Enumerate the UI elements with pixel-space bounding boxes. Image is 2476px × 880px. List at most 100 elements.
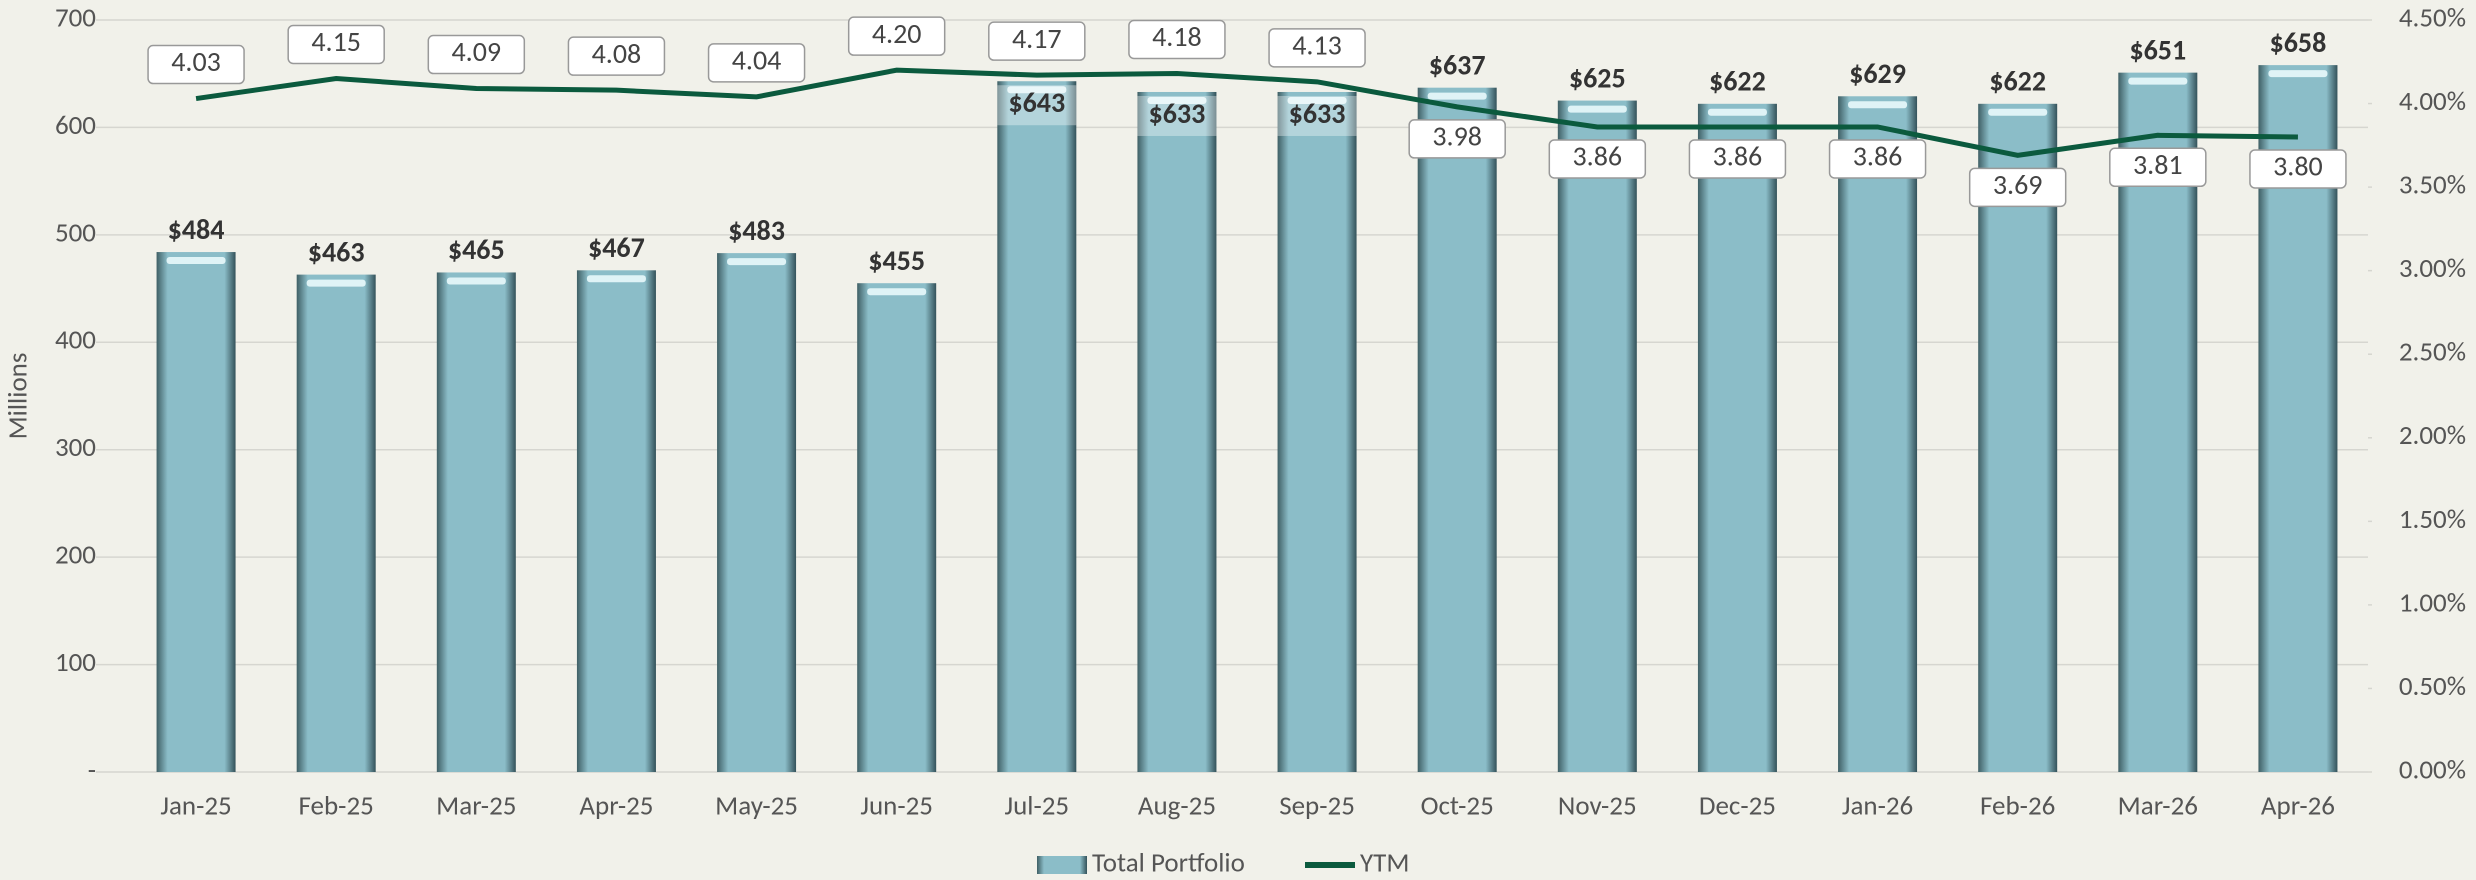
bar-highlight	[586, 275, 646, 283]
bar	[1838, 96, 1918, 772]
bar-highlight	[306, 279, 366, 287]
bar	[296, 274, 376, 772]
bar-highlight	[166, 257, 226, 265]
bar-highlight	[1287, 96, 1347, 104]
bar-highlight	[2268, 70, 2328, 78]
bar-value-label: $629	[1849, 56, 1906, 91]
line-value-label: 4.03	[171, 44, 221, 79]
line-value-label: 4.15	[311, 24, 361, 59]
bar	[1978, 103, 2058, 772]
legend-swatch	[1037, 856, 1087, 874]
bar-value-label: $467	[588, 230, 645, 265]
bar-highlight	[1988, 108, 2048, 116]
y2-tick-label: 1.50%	[2399, 503, 2466, 536]
y2-tick-label: 2.50%	[2399, 336, 2466, 369]
bar-highlight	[867, 288, 927, 296]
y2-tick-label: 0.50%	[2399, 670, 2466, 703]
bar-value-label: $637	[1429, 47, 1486, 82]
bar	[997, 81, 1077, 773]
y-axis-label: Millions	[1, 353, 34, 440]
bar-highlight	[1427, 92, 1487, 100]
bar-label-bg	[997, 85, 1077, 126]
bar	[717, 253, 797, 772]
y-tick-label: -	[88, 753, 96, 786]
line-label-box	[707, 43, 806, 83]
line-value-label: 4.17	[1012, 21, 1062, 56]
line-value-label: 3.86	[1572, 139, 1622, 174]
line-label-box	[988, 21, 1086, 61]
bar-value-label: $465	[448, 232, 505, 267]
bar	[1277, 91, 1357, 772]
bar-value-label: $633	[1149, 96, 1206, 131]
line-label-box	[287, 24, 385, 65]
x-tick-label: Feb-25	[299, 789, 374, 822]
ytm-line	[195, 67, 2298, 158]
bar-value-label: $484	[168, 212, 225, 247]
bar-highlight	[1007, 86, 1067, 94]
line-value-label: 4.09	[451, 34, 501, 69]
line-value-label: 4.04	[732, 43, 782, 78]
bar	[1697, 103, 1777, 772]
line-label-box	[1128, 19, 1226, 60]
line-label-box	[427, 34, 526, 75]
bar-value-label: $483	[728, 213, 785, 248]
x-tick-label: Jul-25	[1004, 789, 1069, 822]
line-label-box	[147, 44, 245, 85]
bar-label-bg	[1277, 95, 1357, 136]
x-tick-label: Sep-25	[1279, 789, 1355, 822]
bar-value-label: $622	[1709, 64, 1766, 99]
bar	[436, 272, 516, 772]
y-tick-label: 100	[55, 646, 96, 679]
y2-tick-label: 1.00%	[2399, 586, 2466, 619]
line-value-label: 4.18	[1152, 19, 1202, 54]
line-label-box	[2109, 147, 2207, 188]
y2-tick-label: 0.00%	[2399, 753, 2466, 786]
bar-value-label: $625	[1569, 60, 1626, 95]
x-tick-label: Nov-25	[1558, 789, 1637, 822]
line-value-label: 3.98	[1432, 119, 1482, 154]
line-label-box	[1688, 139, 1787, 179]
line-value-label: 3.86	[1853, 139, 1903, 174]
x-tick-label: Apr-26	[2261, 789, 2335, 822]
bar-highlight	[1848, 101, 1908, 109]
legend-label: Total Portfolio	[1092, 846, 1245, 879]
bar-highlight	[1567, 105, 1627, 113]
bar-value-label: $643	[1008, 85, 1065, 120]
x-tick-label: Aug-25	[1138, 789, 1216, 822]
bar	[1137, 91, 1217, 772]
x-tick-label: Apr-25	[579, 789, 653, 822]
line-label-box	[567, 36, 666, 76]
x-tick-label: Mar-26	[2118, 789, 2198, 822]
bar-value-label: $622	[1989, 64, 2046, 99]
bar-highlight	[1147, 96, 1207, 104]
bar-highlight	[1707, 108, 1767, 116]
x-tick-label: Jan-25	[160, 789, 231, 822]
bar	[156, 252, 236, 772]
line-label-box	[1268, 28, 1366, 68]
line-value-label: 4.08	[592, 36, 642, 71]
line-value-label: 3.86	[1713, 139, 1763, 174]
x-tick-label: Oct-25	[1421, 789, 1494, 822]
y-tick-label: 500	[55, 216, 96, 249]
line-label-box	[1968, 167, 2067, 208]
line-label-box	[1408, 119, 1506, 159]
y-tick-label: 300	[55, 431, 96, 464]
x-tick-label: Feb-26	[1980, 789, 2055, 822]
bar	[1557, 100, 1637, 773]
bar-highlight	[2128, 77, 2188, 85]
x-tick-label: Dec-25	[1699, 789, 1776, 822]
y2-tick-label: 4.00%	[2399, 85, 2466, 118]
bar	[576, 270, 656, 772]
legend-label: YTM	[1360, 846, 1409, 879]
bar-value-label: $455	[868, 243, 925, 278]
line-value-label: 3.80	[2273, 149, 2323, 184]
bar-value-label: $651	[2129, 32, 2186, 67]
bar	[2118, 72, 2198, 772]
y2-tick-label: 3.50%	[2399, 169, 2466, 202]
bar-value-label: $658	[2270, 25, 2327, 60]
line-label-box	[2249, 149, 2347, 189]
bar-value-label: $463	[308, 234, 365, 269]
y2-tick-label: 4.50%	[2399, 1, 2466, 34]
y-tick-label: 700	[55, 1, 96, 34]
